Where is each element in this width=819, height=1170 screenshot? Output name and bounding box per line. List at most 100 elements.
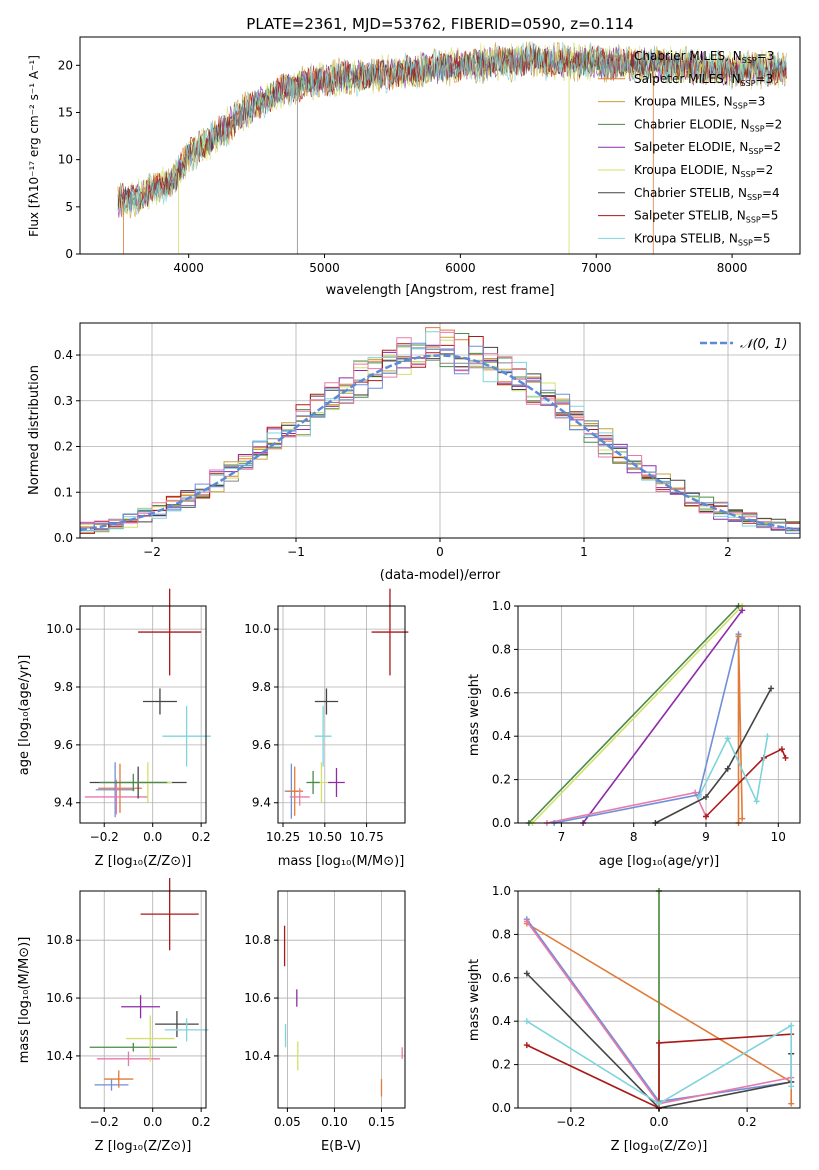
y-tick-label: 0.2 <box>492 773 511 787</box>
x-tick-label: 0.0 <box>649 1115 668 1129</box>
weight-point-marker <box>656 1039 662 1046</box>
x-tick-label: 0.2 <box>192 830 211 844</box>
weight-vs-z-xlabel: Z [log₁₀(Z/Z⊙)] <box>611 1139 708 1154</box>
weight-point-marker <box>782 754 789 761</box>
x-tick-label: 10.25 <box>266 830 300 844</box>
y-tick-label: 9.4 <box>54 796 73 810</box>
histogram-step-line <box>80 342 800 534</box>
spectrum-title: PLATE=2361, MJD=53762, FIBERID=0590, z=0… <box>246 15 633 33</box>
gauss-curve <box>79 354 801 532</box>
y-tick-label: 1.0 <box>492 884 511 898</box>
age-vs-z-plot <box>84 588 211 818</box>
mass-vs-ebv-grid <box>278 891 405 1108</box>
legend-entry: Kroupa MILES, NSSP=3 <box>634 95 765 111</box>
weight-series-line <box>528 605 740 824</box>
x-tick-label: 7 <box>558 830 566 844</box>
x-tick-label: 9 <box>702 830 710 844</box>
spectrum-series-line <box>117 41 787 216</box>
legend-entry: Salpeter MILES, NSSP=3 <box>634 72 773 88</box>
x-tick-label: −0.2 <box>90 830 119 844</box>
y-tick-label: 0.0 <box>492 816 511 830</box>
x-tick-label: 0.05 <box>274 1115 301 1129</box>
y-tick-label: 10.0 <box>46 622 73 636</box>
residuals-plot <box>79 327 801 534</box>
age-vs-z-xlabel: Z [log₁₀(Z/Z⊙)] <box>95 854 192 869</box>
x-tick-label: 0.0 <box>143 1115 162 1129</box>
x-tick-label: 6000 <box>445 261 476 275</box>
spectrum-xlabel: wavelength [Angstrom, rest frame] <box>326 283 555 298</box>
age-vs-z-frame <box>79 605 207 824</box>
legend-entry: Kroupa STELIB, NSSP=5 <box>634 231 771 247</box>
spectrum-legend: Chabrier MILES, NSSP=3 Salpeter MILES, NS… <box>598 49 782 247</box>
weight-series-line <box>554 634 740 824</box>
x-tick-label: 8 <box>630 830 638 844</box>
y-tick-label: 9.8 <box>252 680 271 694</box>
weight-series-line <box>698 736 769 804</box>
residuals-xlabel: (data-model)/error <box>380 568 501 583</box>
y-tick-label: 10.4 <box>46 1049 73 1063</box>
y-tick-label: 0.6 <box>492 971 511 985</box>
spectrum-plot <box>117 41 787 254</box>
mass-vs-ebv-xlabel: E(B-V) <box>321 1139 361 1154</box>
x-tick-label: 1 <box>580 545 588 559</box>
x-tick-label: 0.15 <box>368 1115 395 1129</box>
weight-point-marker <box>523 918 530 925</box>
weight-point-marker <box>523 1018 530 1025</box>
x-tick-label: 10.50 <box>308 830 342 844</box>
weight-point-marker <box>703 793 709 800</box>
weight-point-marker <box>788 1022 795 1029</box>
weight-point-marker <box>764 733 771 740</box>
y-tick-label: 0.8 <box>492 927 511 941</box>
age-vs-mass-xlabel: mass [log₁₀(M/M⊙)] <box>278 854 405 869</box>
mass-vs-z-ticks: −0.2 0.0 0.2 10.4 10.6 10.8 <box>46 933 210 1129</box>
weight-point-marker <box>788 1083 795 1090</box>
y-tick-label: 0.4 <box>54 348 73 362</box>
weight-vs-z-plot <box>523 888 795 1111</box>
x-tick-label: −0.2 <box>556 1115 585 1129</box>
y-tick-label: 0.3 <box>54 394 73 408</box>
weight-series-line <box>526 1033 792 1110</box>
spectrum-ticks: 4000 5000 6000 7000 8000 0 5 10 15 20 <box>58 58 748 275</box>
y-tick-label: 10.8 <box>46 933 73 947</box>
weight-vs-z-panel: −0.2 0.0 0.2 0.0 0.2 0.4 0.6 0.8 1.0 Z [log₁₀(Z/… <box>467 884 801 1154</box>
mass-vs-z-xlabel: Z [log₁₀(Z/Z⊙)] <box>95 1139 192 1154</box>
weight-point-marker <box>724 765 731 772</box>
legend-entry: Chabrier MILES, NSSP=3 <box>634 49 774 65</box>
legend-entry: Salpeter STELIB, NSSP=5 <box>634 209 778 225</box>
weight-series-line <box>655 688 772 824</box>
y-tick-label: 0.4 <box>492 1014 511 1028</box>
legend-entry: Chabrier ELODIE, NSSP=2 <box>634 117 782 133</box>
y-tick-label: 0.6 <box>492 686 511 700</box>
spectrum-ylabel: Flux [fλ10⁻¹⁷ erg cm⁻² s⁻¹ A⁻¹] <box>27 55 41 237</box>
mass-vs-z-frame <box>79 890 207 1109</box>
x-tick-label: 0.0 <box>143 830 162 844</box>
age-vs-mass-frame <box>277 605 406 824</box>
x-tick-label: −2 <box>143 545 161 559</box>
mass-vs-z-grid <box>80 891 206 1108</box>
weight-vs-age-ticks: 7 8 9 10 0.0 0.2 0.4 0.6 0.8 1.0 <box>492 599 786 844</box>
weight-series-line <box>531 605 743 824</box>
y-tick-label: 10.6 <box>244 991 271 1005</box>
y-tick-label: 0.8 <box>492 642 511 656</box>
age-vs-z-grid <box>80 606 206 823</box>
age-vs-mass-panel: 10.25 10.50 10.75 9.4 9.6 9.8 10.0 mass [log₁₀… <box>244 588 409 869</box>
y-tick-label: 0.2 <box>492 1058 511 1072</box>
y-tick-label: 0 <box>65 247 73 261</box>
x-tick-label: 5000 <box>309 261 340 275</box>
weight-point-marker <box>692 789 699 796</box>
x-tick-label: −1 <box>287 545 305 559</box>
weight-point-marker <box>703 813 709 820</box>
x-tick-label: 0.10 <box>321 1115 348 1129</box>
weight-point-marker <box>523 970 530 977</box>
weight-series-line <box>737 636 743 823</box>
weight-series-line <box>526 1020 792 1105</box>
mass-vs-z-ylabel: mass [log₁₀(M/M⊙)] <box>17 937 32 1064</box>
spectrum-frame <box>79 36 801 255</box>
y-tick-label: 9.6 <box>252 738 271 752</box>
x-tick-label: 10.75 <box>349 830 383 844</box>
weight-point-marker <box>739 607 746 614</box>
residuals-ticks: −2 −1 0 1 2 0.0 0.1 0.2 0.3 0.4 <box>54 348 732 559</box>
age-vs-z-ylabel: age [log₁₀(age/yr)] <box>17 655 32 776</box>
weight-point-marker <box>735 633 742 640</box>
histogram-step-line <box>80 331 800 534</box>
